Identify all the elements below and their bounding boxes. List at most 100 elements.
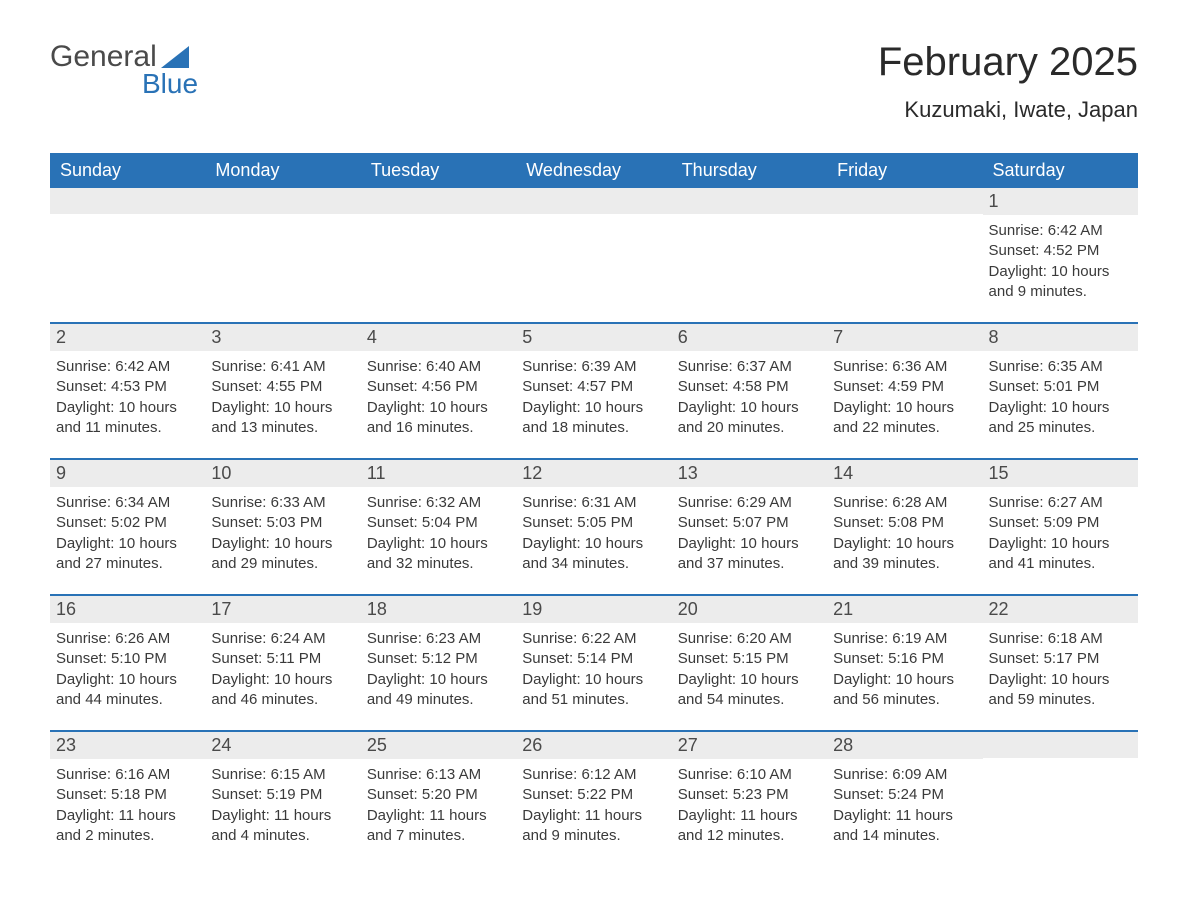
day-body: Sunrise: 6:33 AMSunset: 5:03 PMDaylight:…	[205, 487, 360, 574]
sunset-line: Sunset: 5:08 PM	[833, 513, 976, 533]
sunset-line: Sunset: 4:56 PM	[367, 377, 510, 397]
sunrise-line: Sunrise: 6:34 AM	[56, 493, 199, 513]
day-number	[361, 188, 516, 214]
day-body: Sunrise: 6:32 AMSunset: 5:04 PMDaylight:…	[361, 487, 516, 574]
sunset-line: Sunset: 4:53 PM	[56, 377, 199, 397]
daylight-line: Daylight: 10 hours and 22 minutes.	[833, 398, 976, 439]
day-body: Sunrise: 6:40 AMSunset: 4:56 PMDaylight:…	[361, 351, 516, 438]
calendar-day: 6Sunrise: 6:37 AMSunset: 4:58 PMDaylight…	[672, 324, 827, 448]
day-number: 15	[983, 460, 1138, 487]
calendar-day: 26Sunrise: 6:12 AMSunset: 5:22 PMDayligh…	[516, 732, 671, 856]
sunset-line: Sunset: 5:10 PM	[56, 649, 199, 669]
sunset-line: Sunset: 5:05 PM	[522, 513, 665, 533]
sunrise-line: Sunrise: 6:20 AM	[678, 629, 821, 649]
calendar-day: 23Sunrise: 6:16 AMSunset: 5:18 PMDayligh…	[50, 732, 205, 856]
day-body: Sunrise: 6:29 AMSunset: 5:07 PMDaylight:…	[672, 487, 827, 574]
sunset-line: Sunset: 5:09 PM	[989, 513, 1132, 533]
calendar-day	[50, 188, 205, 312]
sunset-line: Sunset: 4:59 PM	[833, 377, 976, 397]
calendar-day	[361, 188, 516, 312]
calendar-day: 4Sunrise: 6:40 AMSunset: 4:56 PMDaylight…	[361, 324, 516, 448]
calendar-day: 24Sunrise: 6:15 AMSunset: 5:19 PMDayligh…	[205, 732, 360, 856]
sunset-line: Sunset: 4:57 PM	[522, 377, 665, 397]
sunrise-line: Sunrise: 6:37 AM	[678, 357, 821, 377]
day-number: 8	[983, 324, 1138, 351]
calendar-day: 5Sunrise: 6:39 AMSunset: 4:57 PMDaylight…	[516, 324, 671, 448]
sunset-line: Sunset: 5:07 PM	[678, 513, 821, 533]
sunset-line: Sunset: 5:19 PM	[211, 785, 354, 805]
day-body: Sunrise: 6:39 AMSunset: 4:57 PMDaylight:…	[516, 351, 671, 438]
daylight-line: Daylight: 10 hours and 18 minutes.	[522, 398, 665, 439]
day-number: 1	[983, 188, 1138, 215]
dow-wednesday: Wednesday	[516, 153, 671, 188]
sunrise-line: Sunrise: 6:22 AM	[522, 629, 665, 649]
sunrise-line: Sunrise: 6:32 AM	[367, 493, 510, 513]
calendar-day: 15Sunrise: 6:27 AMSunset: 5:09 PMDayligh…	[983, 460, 1138, 584]
day-number: 5	[516, 324, 671, 351]
day-body: Sunrise: 6:42 AMSunset: 4:53 PMDaylight:…	[50, 351, 205, 438]
calendar-day: 3Sunrise: 6:41 AMSunset: 4:55 PMDaylight…	[205, 324, 360, 448]
sunset-line: Sunset: 5:15 PM	[678, 649, 821, 669]
day-number: 26	[516, 732, 671, 759]
sunset-line: Sunset: 5:20 PM	[367, 785, 510, 805]
day-number: 14	[827, 460, 982, 487]
daylight-line: Daylight: 10 hours and 13 minutes.	[211, 398, 354, 439]
day-body: Sunrise: 6:18 AMSunset: 5:17 PMDaylight:…	[983, 623, 1138, 710]
sunrise-line: Sunrise: 6:42 AM	[56, 357, 199, 377]
calendar-day: 10Sunrise: 6:33 AMSunset: 5:03 PMDayligh…	[205, 460, 360, 584]
day-number	[516, 188, 671, 214]
dow-saturday: Saturday	[983, 153, 1138, 188]
calendar-day: 28Sunrise: 6:09 AMSunset: 5:24 PMDayligh…	[827, 732, 982, 856]
sunset-line: Sunset: 5:14 PM	[522, 649, 665, 669]
calendar-day: 21Sunrise: 6:19 AMSunset: 5:16 PMDayligh…	[827, 596, 982, 720]
calendar-day: 2Sunrise: 6:42 AMSunset: 4:53 PMDaylight…	[50, 324, 205, 448]
day-number: 22	[983, 596, 1138, 623]
calendar-day: 12Sunrise: 6:31 AMSunset: 5:05 PMDayligh…	[516, 460, 671, 584]
week-row: 9Sunrise: 6:34 AMSunset: 5:02 PMDaylight…	[50, 458, 1138, 584]
sunset-line: Sunset: 5:18 PM	[56, 785, 199, 805]
daylight-line: Daylight: 10 hours and 11 minutes.	[56, 398, 199, 439]
week-row: 1Sunrise: 6:42 AMSunset: 4:52 PMDaylight…	[50, 188, 1138, 312]
daylight-line: Daylight: 10 hours and 20 minutes.	[678, 398, 821, 439]
day-number: 11	[361, 460, 516, 487]
header: General Blue February 2025 Kuzumaki, Iwa…	[50, 40, 1138, 123]
day-number: 25	[361, 732, 516, 759]
sunset-line: Sunset: 5:23 PM	[678, 785, 821, 805]
day-number: 17	[205, 596, 360, 623]
daylight-line: Daylight: 10 hours and 39 minutes.	[833, 534, 976, 575]
day-body: Sunrise: 6:10 AMSunset: 5:23 PMDaylight:…	[672, 759, 827, 846]
day-number	[983, 732, 1138, 758]
day-body: Sunrise: 6:24 AMSunset: 5:11 PMDaylight:…	[205, 623, 360, 710]
day-number: 12	[516, 460, 671, 487]
day-number: 24	[205, 732, 360, 759]
dow-monday: Monday	[205, 153, 360, 188]
sunrise-line: Sunrise: 6:42 AM	[989, 221, 1132, 241]
sunset-line: Sunset: 5:01 PM	[989, 377, 1132, 397]
day-number: 21	[827, 596, 982, 623]
daylight-line: Daylight: 10 hours and 44 minutes.	[56, 670, 199, 711]
daylight-line: Daylight: 11 hours and 2 minutes.	[56, 806, 199, 847]
sunrise-line: Sunrise: 6:35 AM	[989, 357, 1132, 377]
sunrise-line: Sunrise: 6:23 AM	[367, 629, 510, 649]
logo-word-1: General	[50, 40, 157, 74]
daylight-line: Daylight: 10 hours and 59 minutes.	[989, 670, 1132, 711]
sunrise-line: Sunrise: 6:28 AM	[833, 493, 976, 513]
logo-word-2: Blue	[142, 68, 198, 100]
daylight-line: Daylight: 11 hours and 4 minutes.	[211, 806, 354, 847]
sunrise-line: Sunrise: 6:24 AM	[211, 629, 354, 649]
daylight-line: Daylight: 11 hours and 9 minutes.	[522, 806, 665, 847]
daylight-line: Daylight: 10 hours and 37 minutes.	[678, 534, 821, 575]
daylight-line: Daylight: 10 hours and 51 minutes.	[522, 670, 665, 711]
day-body: Sunrise: 6:42 AMSunset: 4:52 PMDaylight:…	[983, 215, 1138, 302]
sunset-line: Sunset: 5:22 PM	[522, 785, 665, 805]
day-body: Sunrise: 6:41 AMSunset: 4:55 PMDaylight:…	[205, 351, 360, 438]
day-body: Sunrise: 6:16 AMSunset: 5:18 PMDaylight:…	[50, 759, 205, 846]
day-number: 3	[205, 324, 360, 351]
calendar-day	[827, 188, 982, 312]
day-number: 20	[672, 596, 827, 623]
sunrise-line: Sunrise: 6:41 AM	[211, 357, 354, 377]
sunrise-line: Sunrise: 6:10 AM	[678, 765, 821, 785]
sunset-line: Sunset: 5:12 PM	[367, 649, 510, 669]
daylight-line: Daylight: 10 hours and 54 minutes.	[678, 670, 821, 711]
day-number: 27	[672, 732, 827, 759]
